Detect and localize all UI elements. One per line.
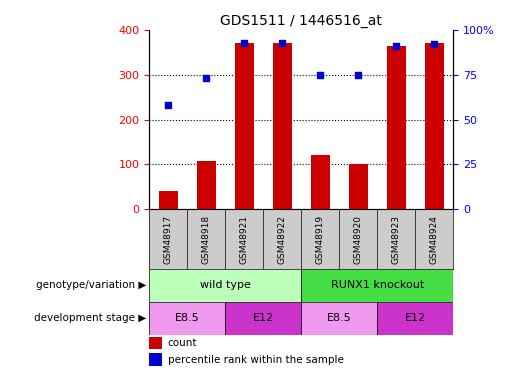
Text: genotype/variation ▶: genotype/variation ▶ <box>36 280 146 290</box>
Bar <box>149 302 226 334</box>
Bar <box>226 302 301 334</box>
Bar <box>377 302 453 334</box>
Point <box>392 43 400 49</box>
Bar <box>387 46 406 209</box>
Bar <box>159 191 178 209</box>
Point <box>164 102 173 108</box>
Text: GSM48920: GSM48920 <box>354 214 363 264</box>
Text: wild type: wild type <box>200 280 251 290</box>
Bar <box>235 44 254 209</box>
Bar <box>349 164 368 209</box>
Point <box>316 72 324 78</box>
Bar <box>301 269 453 302</box>
Bar <box>149 353 162 366</box>
Bar <box>197 161 216 209</box>
Bar <box>273 44 292 209</box>
Text: percentile rank within the sample: percentile rank within the sample <box>167 355 344 364</box>
Title: GDS1511 / 1446516_at: GDS1511 / 1446516_at <box>220 13 382 28</box>
Text: GSM48917: GSM48917 <box>164 214 173 264</box>
Text: E8.5: E8.5 <box>327 313 352 323</box>
Bar <box>425 44 444 209</box>
Text: GSM48923: GSM48923 <box>392 214 401 264</box>
Text: E12: E12 <box>253 313 274 323</box>
Bar <box>311 156 330 209</box>
Text: GSM48924: GSM48924 <box>430 214 439 264</box>
Bar <box>149 269 301 302</box>
Point <box>240 39 248 45</box>
Text: GSM48921: GSM48921 <box>240 214 249 264</box>
Text: GSM48918: GSM48918 <box>202 214 211 264</box>
Point <box>202 75 211 81</box>
Bar <box>301 302 377 334</box>
Point <box>430 41 438 47</box>
Text: development stage ▶: development stage ▶ <box>34 313 146 323</box>
Point <box>278 39 286 45</box>
Bar <box>149 337 162 350</box>
Text: GSM48922: GSM48922 <box>278 214 287 264</box>
Text: count: count <box>167 338 197 348</box>
Text: E8.5: E8.5 <box>175 313 200 323</box>
Point <box>354 72 363 78</box>
Text: GSM48919: GSM48919 <box>316 214 325 264</box>
Text: RUNX1 knockout: RUNX1 knockout <box>331 280 424 290</box>
Text: E12: E12 <box>405 313 426 323</box>
